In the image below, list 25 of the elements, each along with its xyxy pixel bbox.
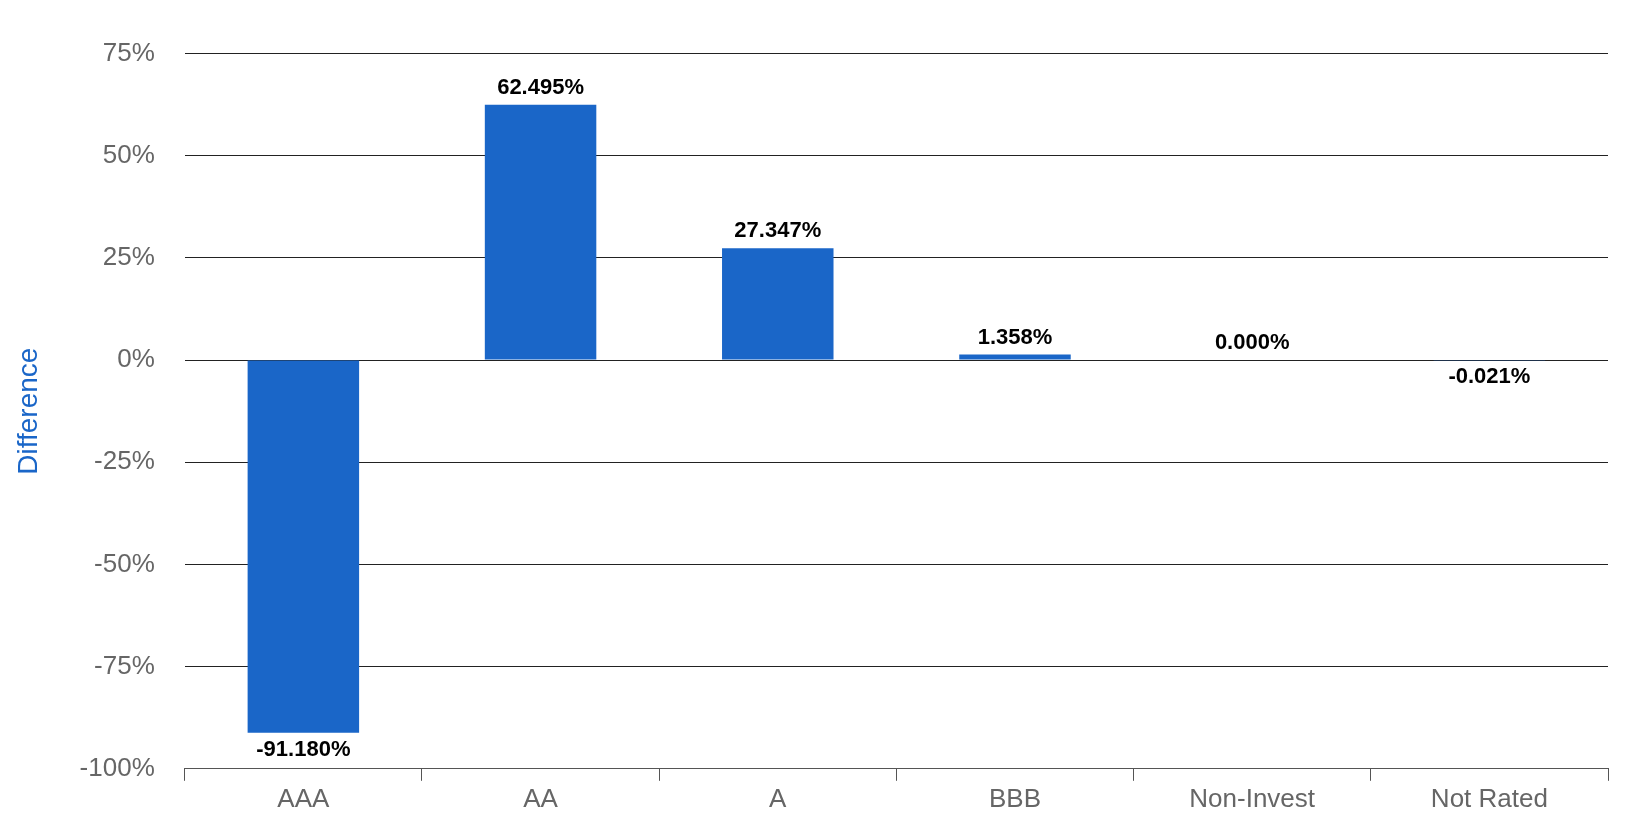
y-tick-label: 50% — [102, 138, 155, 169]
data-label: -0.021% — [1448, 363, 1531, 389]
x-tick-label: Not Rated — [1430, 782, 1548, 813]
x-tick-label: AA — [523, 782, 559, 813]
x-tick-label: BBB — [988, 782, 1041, 813]
y-axis-title: Difference — [11, 347, 43, 475]
bar — [722, 248, 834, 360]
x-tick-label: A — [769, 782, 788, 813]
y-tick-label: -25% — [94, 445, 155, 476]
y-tick-label: 0% — [117, 343, 155, 374]
y-tick-label: -50% — [94, 547, 155, 578]
x-tick-label: Non-Invest — [1189, 782, 1316, 813]
y-tick-label: 25% — [102, 241, 155, 272]
y-tick-label: -75% — [94, 649, 155, 680]
x-tick-label: AAA — [277, 782, 331, 813]
data-label: 0.000% — [1214, 329, 1290, 355]
bar — [959, 354, 1071, 360]
data-label: 27.347% — [734, 217, 822, 243]
y-tick-label: 75% — [102, 36, 155, 67]
bar — [484, 104, 597, 360]
data-label: 62.495% — [497, 73, 584, 99]
y-tick-label: -100% — [79, 751, 155, 782]
data-label: 1.358% — [977, 323, 1053, 349]
data-label: -91.180% — [256, 735, 351, 761]
bar — [247, 360, 360, 733]
